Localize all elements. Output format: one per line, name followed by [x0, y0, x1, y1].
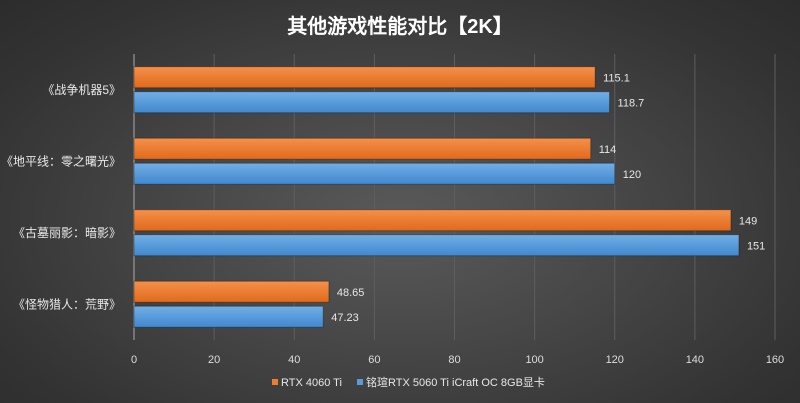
legend-swatch: [357, 379, 363, 385]
category-label: 《古墓丽影：暗影》: [13, 225, 121, 240]
bar: [133, 234, 740, 257]
x-tick-label: 100: [525, 354, 543, 366]
x-tick-label: 40: [288, 354, 300, 366]
legend-label: 铭瑄RTX 5060 Ti iCraft OC 8GB显卡: [366, 375, 545, 389]
category-label: 《战争机器5》: [42, 83, 121, 97]
x-tick-label: 140: [686, 354, 704, 366]
category-label: 《地平线：零之曙光》: [1, 154, 121, 168]
bar: [133, 91, 611, 114]
x-tick-label: 60: [368, 354, 380, 366]
bar: [133, 162, 616, 185]
legend-swatch: [272, 379, 278, 385]
bar: [133, 280, 330, 303]
data-label: 48.65: [337, 287, 365, 299]
bar: [133, 137, 592, 160]
x-tick-label: 80: [448, 354, 460, 366]
data-label: 115.1: [603, 72, 630, 84]
bar: [133, 66, 596, 89]
x-tick-label: 20: [208, 354, 220, 366]
x-tick-label: 0: [131, 354, 137, 366]
x-tick-label: 160: [766, 354, 784, 366]
data-label: 151: [747, 240, 765, 252]
data-label: 47.23: [331, 312, 359, 324]
x-tick-label: 120: [606, 354, 624, 366]
bar: [133, 305, 324, 328]
data-label: 118.7: [618, 97, 645, 109]
category-label: 《怪物猎人：荒野》: [13, 297, 121, 311]
data-label: 114: [599, 144, 617, 156]
data-label: 149: [739, 215, 757, 227]
legend-label: RTX 4060 Ti: [281, 377, 342, 389]
bar: [133, 209, 732, 232]
data-label: 120: [623, 169, 641, 181]
chart-title: 其他游戏性能对比【2K】: [287, 14, 513, 38]
